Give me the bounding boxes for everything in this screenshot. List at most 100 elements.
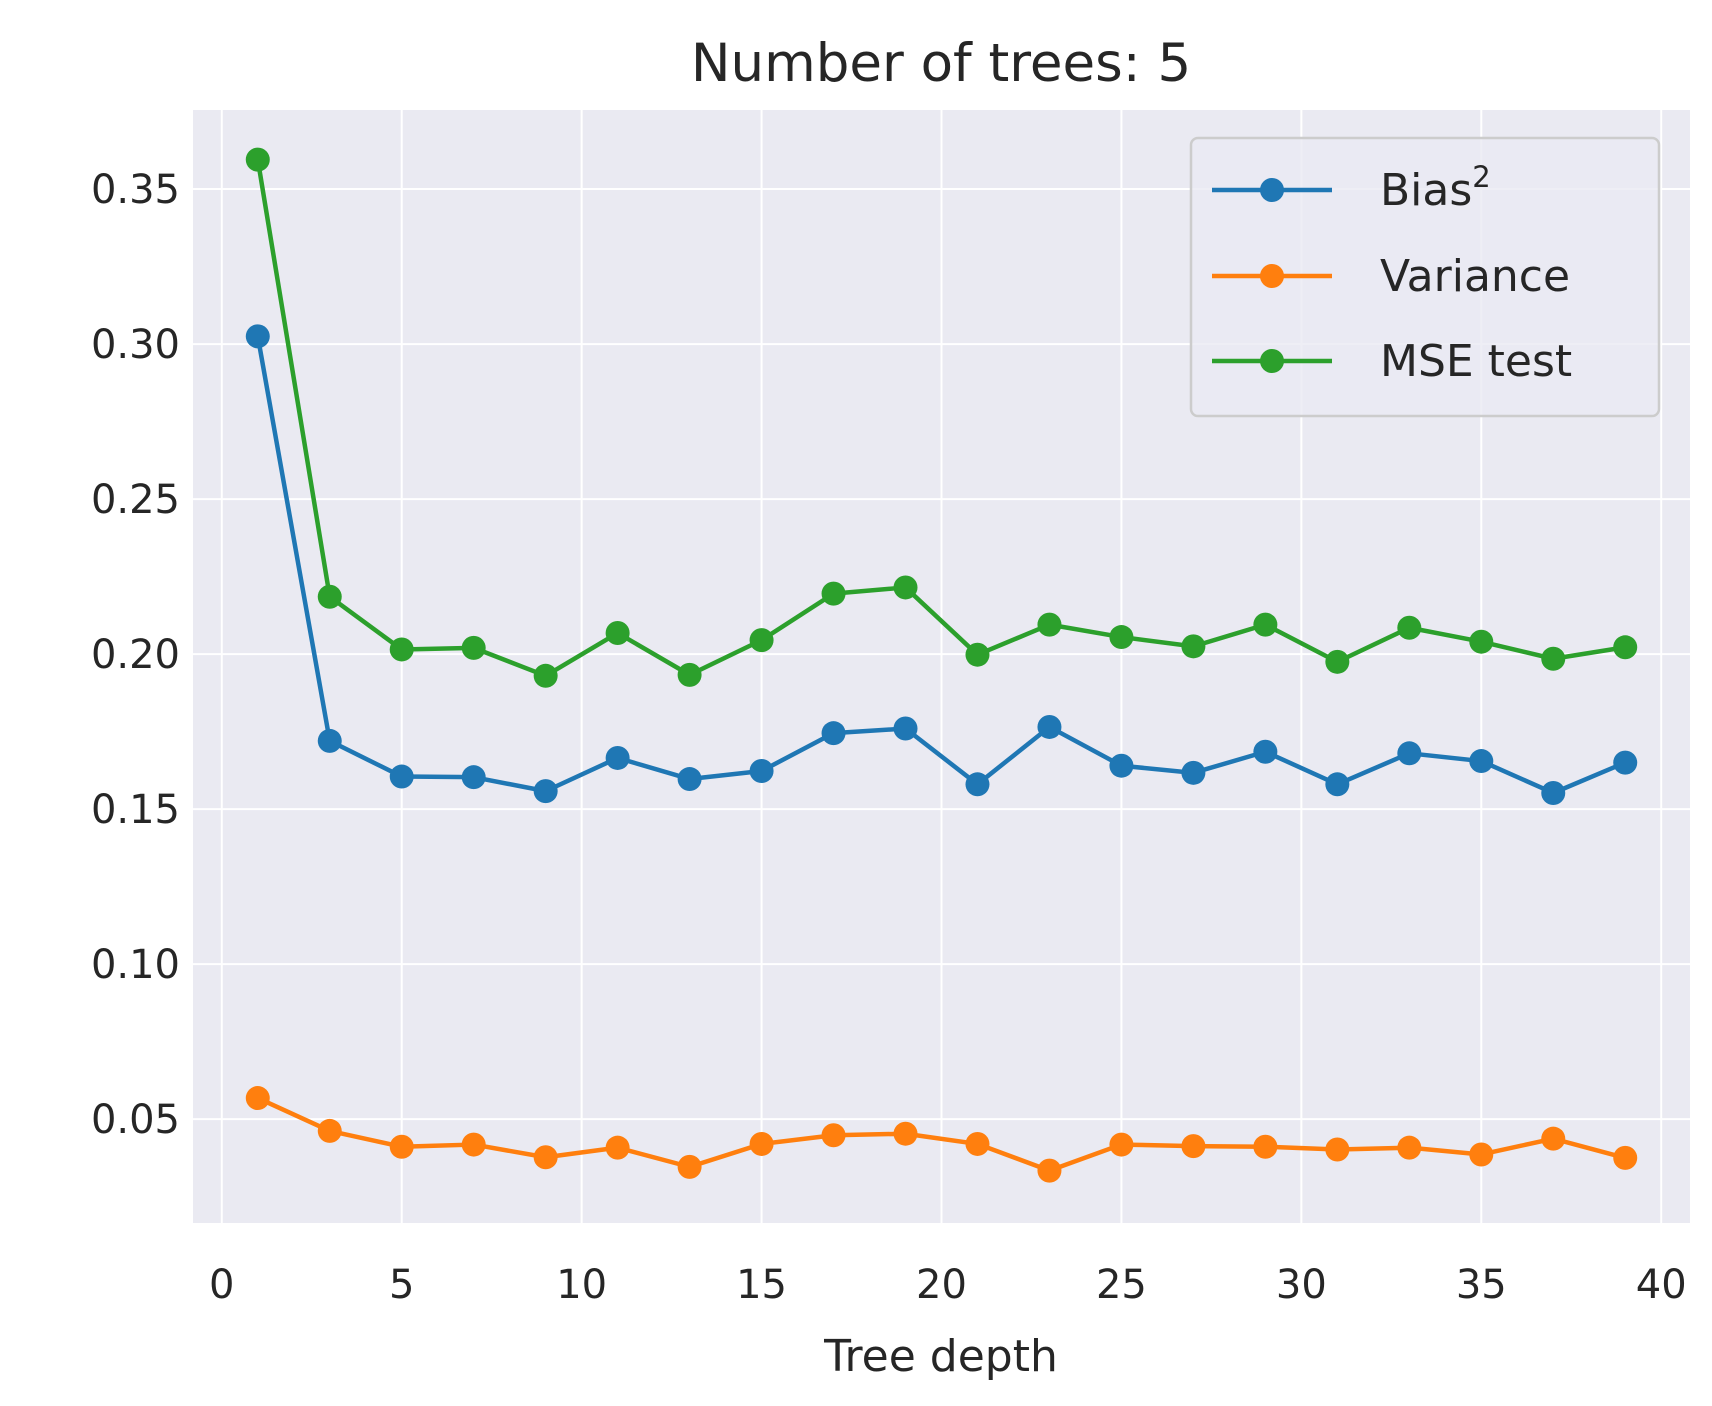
legend-marker-mse-test: [1260, 349, 1284, 373]
legend-label-mse-test: MSE test: [1380, 336, 1572, 387]
data-point-variance: [1181, 1134, 1206, 1159]
data-point-mse-test: [893, 575, 918, 600]
data-point-mse-test: [1181, 634, 1206, 659]
data-point-variance: [533, 1145, 558, 1170]
data-point-bias: [1541, 780, 1566, 805]
data-point-variance: [605, 1135, 630, 1160]
legend-item-mse-test: MSE test: [1212, 336, 1572, 387]
x-tick-label: 35: [1456, 1262, 1507, 1308]
data-point-variance: [1109, 1132, 1134, 1157]
y-tick-label: 0.15: [91, 787, 180, 833]
data-point-bias: [1397, 741, 1422, 766]
data-point-bias: [1325, 772, 1350, 797]
data-point-bias: [1253, 739, 1278, 764]
data-point-bias: [605, 745, 630, 770]
x-tick-label: 10: [556, 1262, 607, 1308]
legend: Bias2 Variance MSE test: [1189, 136, 1661, 418]
x-tick-label: 15: [736, 1262, 787, 1308]
series-group: [245, 147, 1638, 1183]
data-point-mse-test: [821, 581, 846, 606]
legend-label-text: MSE test: [1380, 336, 1572, 387]
data-point-bias: [317, 728, 342, 753]
y-tick-label: 0.25: [91, 477, 180, 523]
data-point-bias: [1181, 760, 1206, 785]
legend-label-bias: Bias2: [1380, 160, 1491, 216]
legend-label-text: Variance: [1380, 251, 1570, 302]
data-point-variance: [1613, 1145, 1638, 1170]
data-point-variance: [1253, 1134, 1278, 1159]
data-point-mse-test: [1541, 646, 1566, 671]
data-point-mse-test: [1469, 629, 1494, 654]
y-tick-label: 0.30: [91, 322, 180, 368]
data-point-variance: [245, 1086, 270, 1111]
legend-marker-bias: [1260, 178, 1284, 202]
data-point-mse-test: [1397, 615, 1422, 640]
chart-title: Number of trees: 5: [691, 33, 1191, 94]
legend-item-bias: Bias2: [1212, 160, 1491, 216]
data-point-variance: [1037, 1158, 1062, 1183]
data-point-variance: [1397, 1135, 1422, 1160]
y-tick-label: 0.35: [91, 167, 180, 213]
data-point-variance: [893, 1121, 918, 1146]
x-axis-label: Tree depth: [823, 1331, 1058, 1382]
data-point-bias: [821, 721, 846, 746]
legend-label-text: Bias: [1380, 165, 1472, 216]
x-tick-label: 5: [389, 1262, 414, 1308]
data-point-bias: [749, 758, 774, 783]
data-point-variance: [677, 1154, 702, 1179]
y-tick-label: 0.10: [91, 942, 180, 988]
y-tick-label: 0.20: [91, 632, 180, 678]
x-tick-label: 0: [209, 1262, 234, 1308]
data-point-mse-test: [1613, 635, 1638, 660]
data-point-bias: [389, 764, 414, 789]
legend-label-superscript: 2: [1472, 160, 1490, 194]
data-point-bias: [893, 716, 918, 741]
data-point-variance: [1469, 1142, 1494, 1167]
x-tick-label: 20: [916, 1262, 967, 1308]
data-point-mse-test: [533, 663, 558, 688]
data-point-variance: [821, 1123, 846, 1148]
x-tick-label: 30: [1276, 1262, 1327, 1308]
legend-marker-variance: [1260, 264, 1284, 288]
data-point-bias: [1037, 714, 1062, 739]
series-line-bias: [255, 335, 1627, 796]
data-point-bias: [533, 779, 558, 804]
legend-frame: [1189, 136, 1661, 418]
data-point-variance: [389, 1134, 414, 1159]
x-tick-labels: 0 5 10 15 20 25 30 35 40: [209, 1262, 1687, 1308]
data-point-variance: [461, 1132, 486, 1157]
data-point-bias: [1613, 750, 1638, 775]
data-point-mse-test: [389, 637, 414, 662]
series-line-mse-test: [255, 159, 1626, 679]
x-tick-label: 40: [1636, 1262, 1687, 1308]
data-point-bias: [245, 324, 270, 349]
legend-item-variance: Variance: [1212, 251, 1570, 302]
data-point-mse-test: [1325, 649, 1350, 674]
data-point-mse-test: [965, 642, 990, 667]
y-tick-label: 0.05: [91, 1097, 180, 1143]
data-point-bias: [1109, 753, 1134, 778]
data-point-mse-test: [245, 147, 270, 172]
data-point-bias: [1469, 749, 1494, 774]
data-point-variance: [317, 1118, 342, 1143]
data-point-mse-test: [1109, 625, 1134, 650]
data-point-variance: [1541, 1126, 1566, 1151]
data-point-variance: [1325, 1137, 1350, 1162]
data-point-mse-test: [317, 584, 342, 609]
data-point-mse-test: [1253, 612, 1278, 637]
data-point-variance: [749, 1131, 774, 1156]
data-point-mse-test: [605, 621, 630, 646]
y-tick-labels: 0.05 0.10 0.15 0.20 0.25 0.30 0.35: [91, 167, 180, 1143]
data-point-bias: [965, 772, 990, 797]
legend-label-variance: Variance: [1380, 251, 1570, 302]
data-point-mse-test: [749, 628, 774, 653]
data-point-bias: [677, 767, 702, 792]
data-point-mse-test: [677, 662, 702, 687]
x-tick-label: 25: [1096, 1262, 1147, 1308]
data-point-variance: [965, 1131, 990, 1156]
series-mse-test: [245, 147, 1638, 688]
data-point-mse-test: [1037, 612, 1062, 637]
series-variance: [245, 1086, 1638, 1183]
data-point-mse-test: [461, 635, 486, 660]
